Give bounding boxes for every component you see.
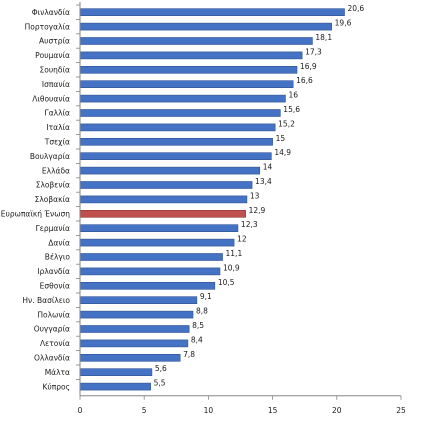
category-label: Ιταλία — [46, 123, 70, 132]
value-label: 16 — [288, 91, 298, 100]
bar — [79, 66, 298, 74]
value-label: 12 — [237, 235, 247, 244]
category-label: Γερμανία — [36, 224, 70, 233]
category-label: Φινλανδία — [32, 8, 70, 17]
category-label: Σλοβακία — [35, 195, 70, 204]
value-label: 7,8 — [183, 350, 195, 359]
x-tick-label: 20 — [332, 406, 342, 415]
category-label: Βουλγαρία — [30, 152, 70, 161]
value-label: 16,6 — [296, 76, 313, 85]
value-label: 19,6 — [335, 19, 352, 28]
value-label: 11,1 — [226, 249, 243, 258]
value-label: 5,5 — [154, 379, 166, 388]
bar — [79, 152, 272, 160]
x-tick-label: 5 — [142, 406, 147, 415]
value-label: 8,4 — [191, 335, 203, 344]
bar — [79, 37, 313, 45]
bar — [79, 224, 239, 232]
bar — [79, 253, 223, 261]
bar — [79, 8, 345, 16]
value-label: 12,3 — [241, 220, 258, 229]
category-label: Ελλάδα — [42, 166, 70, 175]
bar — [79, 181, 253, 189]
value-label: 15 — [276, 134, 286, 143]
category-label: Ρουμανία — [35, 51, 70, 60]
category-label: Πορτογαλία — [25, 22, 70, 31]
category-label: Ιρλανδία — [37, 267, 70, 276]
axes — [76, 2, 402, 400]
category-label: Τσεχία — [44, 138, 70, 147]
x-tick-label: 15 — [268, 406, 278, 415]
value-label: 13 — [250, 191, 260, 200]
category-labels: Φινλανδία Πορτογαλία Αυστρία Ρουμανία Σουηδί… — [1, 8, 71, 391]
value-label: 5,6 — [155, 364, 167, 373]
category-label: Βέλγιο — [45, 253, 71, 262]
value-label: 14 — [263, 163, 273, 172]
bar — [79, 195, 248, 204]
bar — [79, 138, 273, 146]
value-label: 18,1 — [315, 33, 332, 42]
category-label: Σουηδία — [40, 66, 71, 75]
value-label: 10,9 — [223, 263, 240, 272]
category-label: Αυστρία — [39, 37, 70, 46]
category-label: Ισπανία — [42, 80, 70, 89]
bar — [79, 382, 151, 391]
category-label: Κύπρος — [42, 382, 70, 391]
category-label: Ευρωπαϊκή Ένωση — [1, 210, 70, 219]
category-label: Ολλανδία — [34, 354, 70, 363]
value-label: 8,8 — [196, 307, 208, 316]
category-label: Μάλτα — [45, 368, 70, 377]
value-label: 16,9 — [300, 62, 317, 71]
x-tick-label: 25 — [396, 406, 406, 415]
bar — [79, 339, 189, 348]
bar — [79, 80, 294, 88]
category-label: Εσθονία — [40, 282, 70, 291]
bar — [79, 51, 303, 60]
value-label: 12,9 — [249, 206, 266, 215]
value-label: 14,9 — [274, 148, 291, 157]
bar — [79, 353, 181, 362]
bar — [79, 109, 281, 117]
value-label: 10,5 — [218, 278, 235, 287]
bar — [79, 310, 194, 319]
bar — [79, 22, 332, 31]
x-tick-labels: 0 5 10 15 20 25 — [78, 406, 406, 415]
value-label: 17,3 — [305, 47, 322, 56]
bar — [79, 210, 246, 218]
bar — [79, 368, 153, 377]
value-label: 8,5 — [192, 321, 204, 330]
value-label: 15,2 — [278, 119, 295, 128]
bar — [79, 325, 190, 333]
value-label: 13,4 — [255, 177, 272, 186]
bar — [79, 166, 261, 175]
bar — [79, 94, 286, 103]
bars-group — [79, 8, 345, 391]
category-label: Γαλλία — [45, 109, 71, 118]
value-label: 9,1 — [200, 292, 212, 301]
category-label: Πολωνία — [37, 310, 70, 319]
category-label: Ην. Βασίλειο — [22, 296, 70, 305]
category-label: Λιθουανία — [32, 94, 70, 103]
value-labels: 20,6 19,618,1 17,3 16,9 16,6 16 15,6 15,2 15 14,9… — [154, 4, 365, 387]
category-label: Δανία — [48, 238, 70, 247]
bar — [79, 267, 221, 276]
x-tick-label: 0 — [78, 406, 83, 415]
bar — [79, 281, 216, 290]
bar — [79, 123, 276, 132]
bar — [79, 296, 198, 305]
category-label: Σλοβενία — [36, 181, 70, 190]
value-label: 20,6 — [348, 4, 365, 13]
value-label: 15,6 — [283, 105, 300, 114]
bar — [79, 238, 235, 247]
category-label: Ουγγαρία — [34, 325, 70, 334]
category-label: Λετονία — [40, 339, 70, 348]
x-tick-label: 10 — [204, 406, 214, 415]
